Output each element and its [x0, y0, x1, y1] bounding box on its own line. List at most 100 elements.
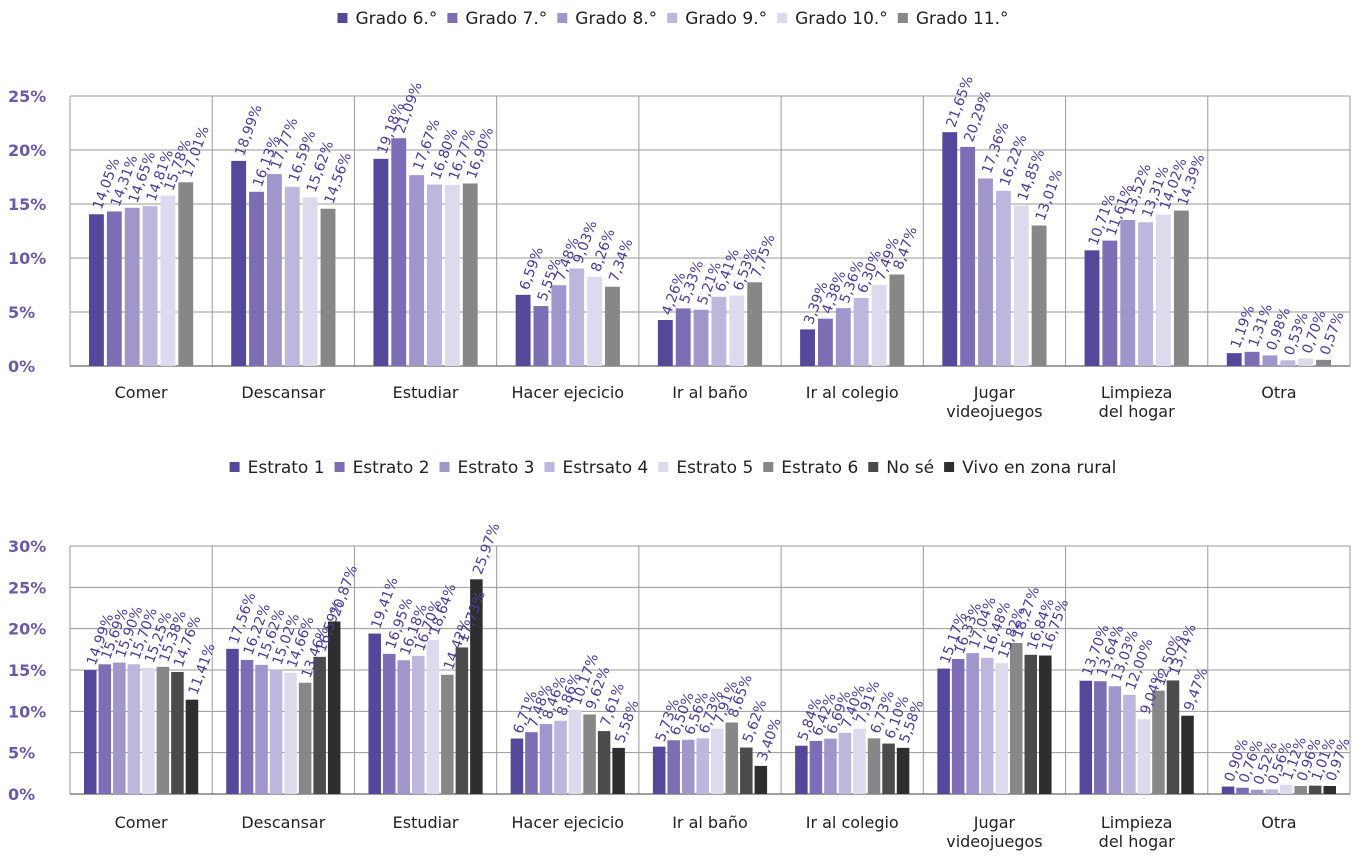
x-tick-label: Descansar — [241, 813, 325, 832]
bar — [696, 738, 709, 794]
x-tick-label: del hogar — [1099, 402, 1175, 421]
x-tick-label: Ir al colegio — [806, 813, 899, 832]
bar — [889, 274, 905, 366]
bar — [142, 667, 155, 794]
bar — [800, 329, 815, 366]
bar — [284, 672, 297, 794]
y-tick-label: 15% — [8, 661, 46, 680]
y-tick-label: 20% — [8, 141, 46, 160]
bar — [1279, 784, 1293, 794]
x-tick-label: Otra — [1261, 383, 1296, 402]
x-tick-label: Ir al colegio — [806, 383, 899, 402]
bar — [1137, 719, 1151, 794]
bar — [711, 296, 727, 366]
legend-swatch — [544, 462, 555, 472]
legend-label: No sé — [886, 458, 934, 478]
x-tick-label: Limpieza — [1101, 813, 1173, 832]
legend-item-8: Vivo en zona rural — [944, 458, 1116, 478]
bar — [1123, 694, 1136, 794]
bar — [160, 195, 176, 366]
x-tick-label: Jugar — [973, 383, 1016, 402]
bar — [995, 663, 1008, 794]
bar — [740, 747, 753, 794]
bar — [1298, 358, 1314, 366]
bar — [853, 297, 869, 366]
legend-label: Estrato 2 — [353, 458, 430, 478]
legend-label: Estrsato 4 — [563, 458, 649, 478]
bar — [106, 211, 122, 366]
legend-item-5: Estrato 5 — [658, 458, 753, 478]
x-tick-label: del hogar — [1099, 832, 1175, 851]
legend-label: Estrato 5 — [676, 458, 753, 478]
legend-item-2: Grado 7.° — [447, 9, 547, 29]
bar — [1108, 686, 1122, 794]
bar — [320, 208, 336, 366]
bar — [462, 183, 478, 366]
bar — [951, 659, 965, 794]
category-separators — [69, 546, 1351, 794]
data-label: 20,87% — [328, 563, 361, 619]
bar — [269, 669, 283, 794]
bar — [409, 175, 425, 366]
data-label: 25,97% — [470, 521, 503, 577]
x-tick-label: videojuegos — [946, 402, 1042, 421]
legend-item-4: Estrsato 4 — [544, 458, 649, 478]
legend-swatch — [337, 13, 348, 23]
bar — [554, 720, 567, 794]
y-tick-label: 10% — [8, 702, 46, 721]
bar — [368, 633, 381, 794]
bar — [382, 653, 396, 794]
bar — [231, 160, 247, 366]
x-tick-label: Ir al baño — [672, 813, 748, 832]
bar — [533, 306, 549, 366]
x-tick-label: Jugar — [973, 813, 1016, 832]
bar — [441, 674, 454, 794]
bar — [747, 282, 763, 366]
bar — [1120, 219, 1136, 366]
legend-swatch — [777, 13, 788, 23]
bar — [867, 738, 881, 794]
bar — [313, 656, 326, 794]
chart-1: Grado 6.° Grado 7.° Grado 8.° Grado 9.° Grad… — [8, 9, 1351, 421]
bar — [795, 745, 808, 794]
bar — [681, 739, 695, 794]
bar — [583, 714, 596, 794]
bar — [835, 308, 851, 366]
bar — [1084, 250, 1100, 366]
legend-swatch — [763, 462, 774, 472]
bar — [612, 747, 625, 794]
bar — [824, 738, 837, 794]
legend-item-1: Estrato 1 — [229, 458, 325, 478]
x-tick-label: Ir al baño — [672, 383, 748, 402]
bar — [597, 731, 611, 794]
legend-label: Estrato 6 — [781, 458, 858, 478]
bar — [89, 214, 104, 366]
bar — [412, 655, 425, 794]
y-tick-label: 10% — [8, 249, 46, 268]
bar — [568, 709, 582, 794]
bar — [871, 285, 887, 366]
legend-swatch — [557, 13, 568, 23]
y-tick-label: 5% — [8, 303, 35, 322]
bar — [124, 207, 140, 366]
bar — [1226, 353, 1242, 366]
bar — [178, 182, 194, 366]
legend-item-3: Grado 8.° — [557, 9, 657, 29]
bar — [569, 268, 585, 366]
bar — [1244, 351, 1260, 366]
legend-swatch — [944, 462, 955, 472]
bar — [1262, 355, 1278, 366]
bar — [667, 740, 680, 794]
legend-item-1: Grado 6.° — [337, 9, 437, 29]
x-tick-label: Estudiar — [393, 813, 459, 832]
bar — [652, 746, 666, 794]
bar — [995, 190, 1011, 366]
bar — [510, 738, 524, 794]
bar — [284, 186, 300, 366]
y-tick-label: 5% — [8, 744, 35, 763]
x-tick-label: Otra — [1261, 813, 1296, 832]
legend-swatch — [897, 13, 908, 23]
x-tick-label: Estudiar — [393, 383, 459, 402]
y-tick-label: 15% — [8, 195, 46, 214]
